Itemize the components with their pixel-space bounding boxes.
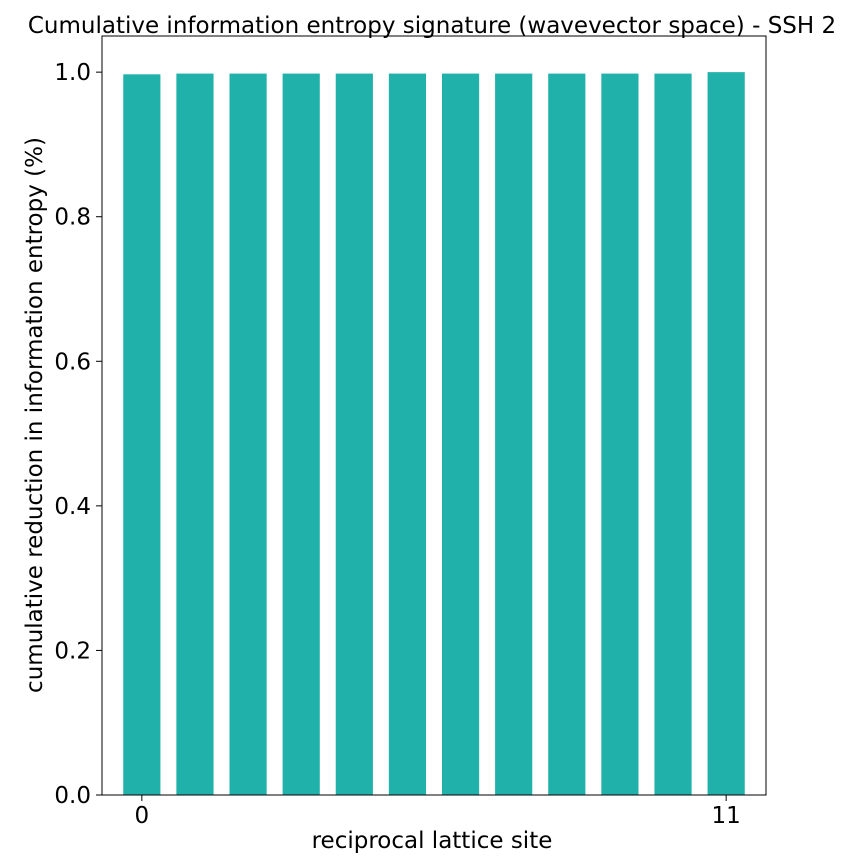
chart-title: Cumulative information entropy signature…: [28, 13, 836, 39]
y-axis-label: cumulative reduction in information entr…: [22, 137, 48, 693]
bar-site-4: [335, 73, 373, 796]
bar-site-2: [229, 73, 267, 796]
y-axis-ticks: 0.0 0.2 0.4 0.6 0.8 1.0: [54, 60, 102, 809]
bar-site-8: [548, 73, 586, 796]
y-tick-label: 0.8: [54, 205, 91, 231]
bar-site-5: [388, 73, 427, 796]
bar-site-11: [707, 72, 745, 795]
y-tick-label: 0.0: [54, 783, 91, 809]
bar-site-1: [176, 73, 214, 796]
bar-site-9: [601, 73, 639, 796]
bar-site-7: [495, 73, 533, 796]
y-tick-label: 0.6: [54, 349, 91, 375]
x-tick-label: 11: [712, 803, 741, 829]
x-tick-label: 0: [135, 803, 150, 829]
bar-site-0: [123, 74, 161, 796]
plot-frame: [101, 35, 767, 796]
y-tick-label: 0.2: [54, 638, 91, 664]
y-tick-label: 0.4: [54, 494, 91, 520]
x-axis-label: reciprocal lattice site: [312, 828, 553, 854]
x-axis-ticks: 0 11: [135, 795, 741, 829]
bar-site-10: [654, 73, 692, 796]
bar-site-3: [282, 73, 320, 796]
bar-site-6: [441, 73, 480, 796]
y-tick-label: 1.0: [54, 60, 91, 86]
bars-group: [123, 72, 745, 796]
